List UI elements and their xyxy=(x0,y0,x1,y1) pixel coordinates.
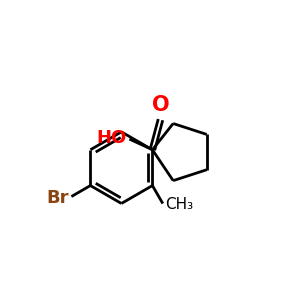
Text: HO: HO xyxy=(96,129,127,147)
Text: Br: Br xyxy=(46,189,69,207)
Text: CH₃: CH₃ xyxy=(165,197,193,212)
Text: O: O xyxy=(152,95,169,115)
